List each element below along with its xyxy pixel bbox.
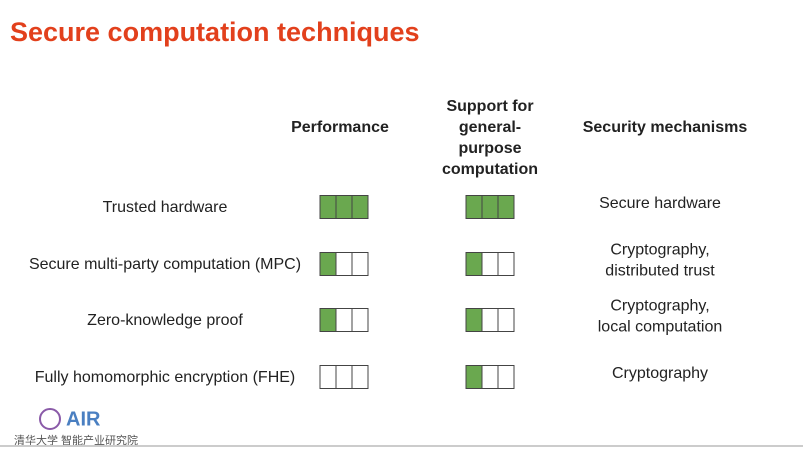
logo-org: 清华大学 智能产业研究院 — [14, 433, 138, 447]
technique-name: Secure multi-party computation (MPC) — [29, 256, 301, 273]
performance-header: Performance — [291, 119, 389, 136]
security-text: Cryptography — [612, 365, 708, 382]
technique-name: Fully homomorphic encryption (FHE) — [35, 369, 296, 386]
technique-name: Trusted hardware — [103, 199, 228, 216]
security-text: Cryptography, — [610, 242, 709, 259]
security-text: distributed trust — [605, 263, 715, 280]
support-header: purpose — [458, 140, 521, 157]
rating-box — [497, 195, 515, 219]
security-text: local computation — [598, 319, 723, 336]
rating-fill — [466, 365, 482, 389]
rating-fill — [466, 195, 514, 219]
security-text: Secure hardware — [599, 195, 721, 212]
rating-fill — [466, 308, 482, 332]
rating-box — [497, 252, 515, 276]
support-header: computation — [442, 161, 538, 178]
rating-box — [497, 308, 515, 332]
support-header: Support for — [446, 98, 533, 115]
technique-name: Zero-knowledge proof — [87, 312, 243, 329]
rating-box — [351, 308, 369, 332]
rating-fill — [320, 195, 368, 219]
slide-title: Secure computation techniques — [10, 17, 420, 47]
logo-mark: AIR — [66, 408, 101, 430]
rating-box — [351, 195, 369, 219]
security-header: Security mechanisms — [583, 119, 748, 136]
logo-emblem — [39, 408, 61, 430]
support-header: general- — [459, 119, 521, 136]
rating-box — [351, 365, 369, 389]
security-text: Cryptography, — [610, 298, 709, 315]
rating-fill — [320, 252, 336, 276]
rating-box — [351, 252, 369, 276]
rating-box — [497, 365, 515, 389]
rating-fill — [320, 308, 336, 332]
rating-fill — [466, 252, 482, 276]
